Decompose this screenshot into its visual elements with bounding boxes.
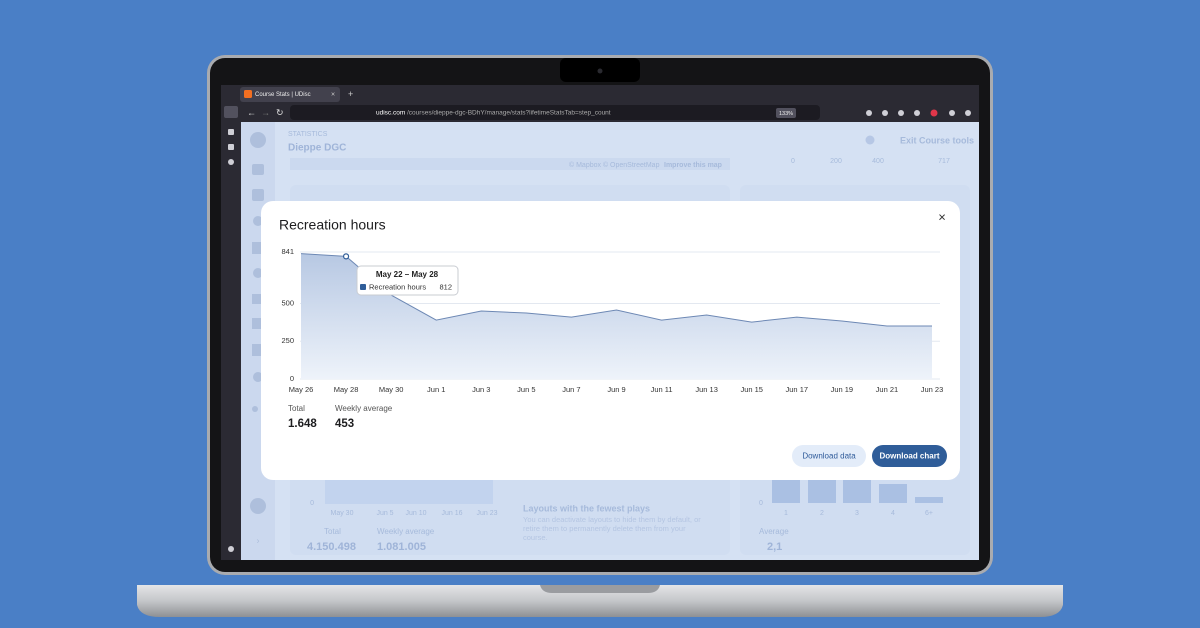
bg-text: 0 bbox=[759, 500, 763, 507]
bg-text: 0 bbox=[791, 158, 795, 165]
bg-text: 200 bbox=[830, 158, 842, 165]
bg-histogram bbox=[772, 472, 943, 503]
bg-text: Weekly average bbox=[377, 527, 435, 536]
tooltip-title: May 22 – May 28 bbox=[376, 270, 439, 279]
background-texts: STATISTICS Dieppe DGC © Mapbox © OpenStree… bbox=[288, 131, 974, 553]
help-icon[interactable] bbox=[865, 135, 875, 145]
bg-text: 0 bbox=[310, 500, 314, 507]
bg-text: Dieppe DGC bbox=[288, 143, 346, 154]
bg-text: You can deactivate layouts to hide them … bbox=[523, 515, 701, 524]
tooltip-box bbox=[356, 265, 459, 296]
bg-text: STATISTICS bbox=[288, 131, 328, 138]
x-tick-label: Jun 3 bbox=[472, 385, 490, 394]
bg-text: 1 bbox=[784, 510, 788, 517]
tooltip: May 22 – May 28 Recreation hours 812 bbox=[342, 253, 459, 296]
laptop-base bbox=[137, 585, 1063, 617]
bg-text: retire them to permanently delete them f… bbox=[523, 524, 686, 533]
x-tick-label: Jun 15 bbox=[740, 385, 763, 394]
toolbar-icons bbox=[866, 109, 971, 117]
tab[interactable] bbox=[240, 87, 340, 102]
plot: 0 250 500 841 May 26 May 28 May 30 Jun 1 Jun 3 Ju… bbox=[281, 247, 943, 394]
reload[interactable]: ↻ bbox=[276, 107, 284, 117]
tab-title: Course Stats | UDisc bbox=[255, 92, 311, 98]
bg-text: Exit Course tools bbox=[900, 135, 974, 145]
x-tick-label: May 28 bbox=[334, 385, 359, 394]
sidebar-toggle[interactable] bbox=[224, 106, 238, 118]
bg-text: May 30 bbox=[331, 510, 354, 517]
x-tick-label: Jun 1 bbox=[427, 385, 445, 394]
tab-close[interactable]: × bbox=[331, 91, 335, 98]
download-chart-button[interactable] bbox=[872, 445, 947, 467]
tab-icon bbox=[244, 90, 252, 98]
map-strip bbox=[290, 158, 730, 170]
bg-text: 3 bbox=[855, 510, 859, 517]
avg-label: Weekly average bbox=[335, 404, 393, 413]
x-tick-label: Jun 23 bbox=[921, 385, 944, 394]
bg-text: Total bbox=[324, 527, 341, 536]
x-tick-label: Jun 5 bbox=[517, 385, 535, 394]
hover-point bbox=[342, 253, 350, 260]
x-tick-label: Jun 21 bbox=[876, 385, 899, 394]
x-tick-label: Jun 11 bbox=[651, 385, 673, 394]
download-data-label: Download data bbox=[802, 452, 856, 461]
bg-text: © Mapbox © OpenStreetMap bbox=[569, 161, 660, 169]
bg-text: Jun 23 bbox=[476, 510, 497, 517]
sidebar-icons bbox=[228, 129, 234, 552]
zoom-badge[interactable] bbox=[776, 108, 796, 118]
close-button[interactable]: × bbox=[938, 209, 946, 224]
bg-text: 400 bbox=[872, 158, 884, 165]
bg-text: Improve this map bbox=[664, 162, 722, 169]
bg-text: 2,1 bbox=[767, 541, 782, 553]
bg-text: 4 bbox=[891, 510, 895, 517]
total-label: Total bbox=[288, 404, 305, 413]
browser-sidebar bbox=[221, 122, 241, 560]
bg-text: course. bbox=[523, 533, 548, 542]
bg-text: Jun 10 bbox=[405, 510, 426, 517]
tooltip-series: Recreation hours bbox=[369, 282, 426, 291]
x-tick-label: Jun 19 bbox=[831, 385, 854, 394]
y-tick-label: 0 bbox=[290, 374, 294, 383]
x-tick-label: Jun 17 bbox=[786, 385, 809, 394]
camera bbox=[597, 68, 603, 74]
download-data-button[interactable] bbox=[792, 445, 866, 467]
area-fill bbox=[301, 253, 932, 379]
x-tick-label: Jun 9 bbox=[607, 385, 625, 394]
x-tick-label: May 30 bbox=[379, 385, 404, 394]
bg-text: 6+ bbox=[925, 510, 933, 517]
line bbox=[300, 253, 932, 327]
x-tick-label: Jun 13 bbox=[695, 385, 718, 394]
bg-text: 717 bbox=[938, 158, 950, 165]
y-tick-label: 250 bbox=[281, 336, 294, 345]
forward[interactable]: → bbox=[261, 107, 270, 117]
x-tick-label: May 26 bbox=[289, 385, 314, 394]
svg-text:›: › bbox=[257, 535, 260, 545]
bg-text: Average bbox=[759, 527, 789, 536]
tooltip-value: 812 bbox=[439, 282, 452, 291]
bg-text: 1.081.005 bbox=[377, 541, 426, 553]
x-tick-label: Jun 7 bbox=[562, 385, 580, 394]
bg-text: 4.150.498 bbox=[307, 541, 356, 553]
url-domain: udisc.com bbox=[376, 110, 405, 117]
new-tab[interactable]: + bbox=[348, 89, 353, 99]
tooltip-swatch bbox=[360, 284, 366, 290]
back[interactable]: ← bbox=[247, 107, 256, 117]
bg-text: Layouts with the fewest plays bbox=[523, 503, 650, 513]
avg-value: 453 bbox=[335, 418, 354, 430]
zoom: 133% bbox=[779, 111, 793, 117]
chart-title: Recreation hours bbox=[279, 217, 386, 233]
total-value: 1.648 bbox=[288, 418, 317, 430]
address-bar[interactable] bbox=[290, 105, 820, 120]
bg-text: 2 bbox=[820, 510, 824, 517]
url-path: /courses/dieppe-dgc-BDhY/manage/stats?li… bbox=[407, 110, 611, 117]
y-tick-label: 500 bbox=[281, 298, 294, 307]
y-tick-label: 841 bbox=[281, 247, 294, 256]
bg-text: Jun 5 bbox=[376, 510, 393, 517]
bg-text: Jun 16 bbox=[441, 510, 462, 517]
download-chart-label: Download chart bbox=[879, 452, 939, 461]
base-notch bbox=[540, 585, 660, 593]
